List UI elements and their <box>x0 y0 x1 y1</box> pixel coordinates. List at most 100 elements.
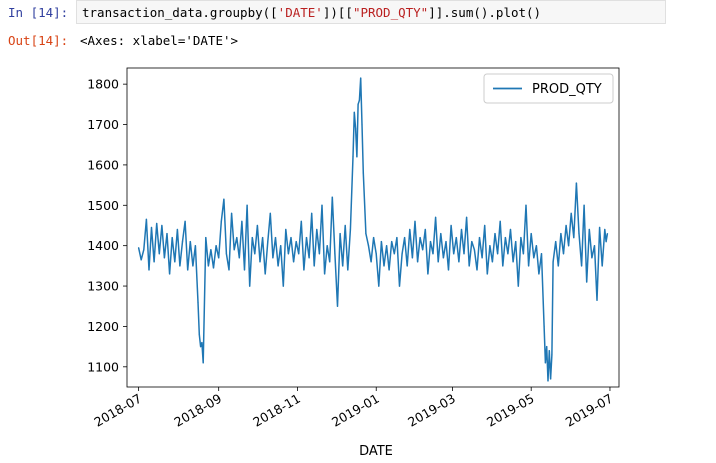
data-point <box>548 350 550 352</box>
data-point <box>484 224 486 227</box>
data-point <box>192 265 194 267</box>
x-tick-label: 2019-07 <box>563 391 616 430</box>
data-point <box>218 257 220 259</box>
data-point <box>375 253 377 255</box>
code-string-token: "PROD_QTY" <box>352 5 429 20</box>
data-point <box>220 220 222 222</box>
data-point <box>329 261 331 263</box>
data-point <box>228 269 230 271</box>
code-line[interactable]: transaction_data.groupby(['DATE'])[["PRO… <box>82 5 541 20</box>
data-point <box>198 333 200 336</box>
data-point <box>156 222 158 225</box>
data-point <box>313 265 315 267</box>
x-tick-label: 2019-05 <box>484 391 537 430</box>
data-point <box>169 273 171 275</box>
data-point <box>494 233 496 235</box>
data-point <box>491 261 493 263</box>
data-point <box>282 285 284 287</box>
data-point <box>355 128 357 130</box>
data-point <box>473 249 475 251</box>
data-point <box>318 253 320 255</box>
code-token: transaction_data.groupby([ <box>82 5 278 20</box>
data-point <box>303 269 305 271</box>
legend-label: PROD_QTY <box>532 82 602 97</box>
data-point <box>586 281 588 283</box>
data-point <box>540 253 543 255</box>
data-point <box>367 245 370 247</box>
data-point <box>339 233 341 235</box>
data-point <box>207 265 209 267</box>
data-point <box>450 224 452 227</box>
data-point <box>404 237 406 239</box>
data-point <box>533 257 535 259</box>
data-point <box>264 273 266 275</box>
data-point <box>583 204 585 206</box>
data-point <box>445 241 447 243</box>
y-tick-label: 1400 <box>87 238 119 253</box>
data-point <box>509 228 512 231</box>
y-tick-label: 1200 <box>87 319 119 334</box>
data-point <box>298 253 300 255</box>
data-point <box>236 237 238 239</box>
data-point <box>447 269 450 271</box>
y-axis: 1100 1200 1300 1400 1500 1600 1700 1800 <box>87 77 127 374</box>
data-point <box>581 265 583 267</box>
data-point <box>478 237 481 239</box>
data-point <box>324 273 326 275</box>
data-point <box>432 253 434 255</box>
data-point <box>471 241 473 243</box>
data-point <box>267 241 269 243</box>
data-point <box>256 224 258 227</box>
data-point <box>504 237 506 239</box>
data-point <box>575 182 578 184</box>
data-point <box>158 253 160 255</box>
data-point <box>593 245 596 247</box>
data-point <box>486 273 488 275</box>
data-point <box>349 228 351 231</box>
code-token: ])[[ <box>322 5 353 20</box>
plot-area <box>126 67 620 388</box>
data-point <box>555 241 557 243</box>
data-point <box>528 265 530 267</box>
data-point <box>535 245 538 247</box>
y-tick-label: 1600 <box>87 157 119 172</box>
data-point <box>578 233 580 235</box>
data-point <box>517 285 519 287</box>
data-point <box>568 245 570 247</box>
data-point <box>562 253 565 255</box>
legend: PROD_QTY <box>483 73 614 104</box>
data-point <box>538 273 540 275</box>
data-point <box>362 172 364 174</box>
data-point <box>458 261 460 263</box>
data-point <box>398 285 401 287</box>
data-point <box>424 228 426 231</box>
data-point <box>435 216 437 218</box>
data-point <box>601 265 603 267</box>
y-tick-label: 1800 <box>87 77 119 92</box>
data-point <box>138 247 140 249</box>
data-point <box>161 224 163 227</box>
data-point <box>565 224 567 227</box>
data-point <box>200 346 202 348</box>
data-point <box>184 220 186 222</box>
data-point <box>422 249 424 251</box>
data-point <box>414 220 416 222</box>
data-point <box>437 261 439 263</box>
data-point <box>365 233 367 235</box>
data-point <box>153 261 155 263</box>
code-editor[interactable]: transaction_data.groupby(['DATE'])[["PRO… <box>76 0 666 24</box>
data-point <box>353 111 355 113</box>
data-point <box>308 257 310 259</box>
data-point <box>512 261 514 263</box>
legend-box <box>483 73 614 104</box>
data-point <box>370 261 372 263</box>
data-point <box>205 237 207 239</box>
data-point <box>440 233 442 235</box>
data-point <box>544 362 547 364</box>
data-point <box>295 241 297 243</box>
data-point <box>148 269 150 271</box>
data-point <box>274 237 277 239</box>
data-point <box>604 228 606 231</box>
y-tick-label: 1700 <box>87 117 119 132</box>
